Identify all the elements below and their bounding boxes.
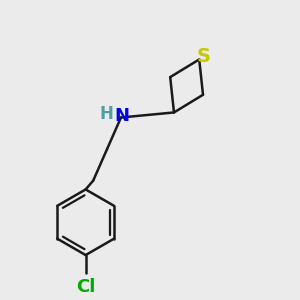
Text: Cl: Cl [76, 278, 95, 296]
Text: S: S [197, 47, 211, 66]
Text: H: H [99, 106, 113, 124]
Text: N: N [115, 107, 130, 125]
